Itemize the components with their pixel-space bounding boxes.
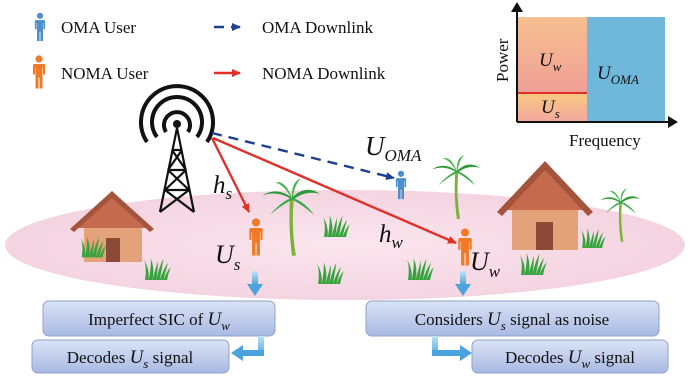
noma-downlink-arrow-strong: [210, 137, 251, 213]
considers-noise-box: [365, 300, 660, 337]
h-w-label: hw: [379, 221, 404, 252]
decodes-us-text: Decodes Us signal: [67, 347, 194, 371]
u-s-label: Us: [215, 240, 241, 274]
decodes-uw-box: [471, 339, 669, 374]
spectrum-uw-block: [518, 17, 587, 93]
spectrum-uoma-label: UOMA: [597, 63, 639, 87]
oma-downlink-arrow: [211, 131, 395, 180]
legend-oma-user: OMA User: [61, 18, 136, 37]
spectrum-uw-label: Uw: [539, 50, 562, 74]
u-oma-label: UOMA: [365, 131, 422, 165]
decodes-us-box: [31, 339, 230, 374]
base-station-icon: [139, 84, 215, 213]
spectrum-uoma-block: [587, 17, 665, 122]
legend-oma-downlink: OMA Downlink: [262, 18, 373, 37]
spectrum-power-label: Power: [493, 38, 512, 82]
decodes-uw-text: Decodes Uw signal: [505, 347, 635, 371]
spectrum-inset: Power Frequency Uw Us UOMA: [493, 2, 678, 150]
house-icon: [497, 161, 593, 250]
noma-user-legend-icon: [33, 55, 45, 89]
connector-arrow-right: [432, 336, 472, 361]
spectrum-frequency-label: Frequency: [569, 131, 641, 150]
connector-arrow-left: [231, 336, 264, 361]
spectrum-us-label: Us: [541, 97, 560, 121]
legend-noma-downlink: NOMA Downlink: [262, 64, 386, 83]
imperfect-sic-text: Imperfect SIC of Uw: [88, 309, 230, 333]
noma-downlink-arrow-weak: [212, 136, 457, 245]
spectrum-us-block: [518, 93, 587, 122]
legend-noma-user: NOMA User: [61, 64, 149, 83]
imperfect-sic-box: [42, 300, 276, 337]
h-s-label: hs: [213, 172, 233, 203]
down-arrow-weak: [455, 271, 471, 296]
legend: OMA User OMA Downlink NOMA User NOMA Dow…: [33, 12, 386, 89]
oma-user-legend-icon: [34, 12, 46, 42]
down-arrow-strong: [247, 271, 263, 296]
considers-noise-text: Considers Us signal as noise: [415, 309, 609, 333]
u-w-label: Uw: [470, 247, 501, 281]
